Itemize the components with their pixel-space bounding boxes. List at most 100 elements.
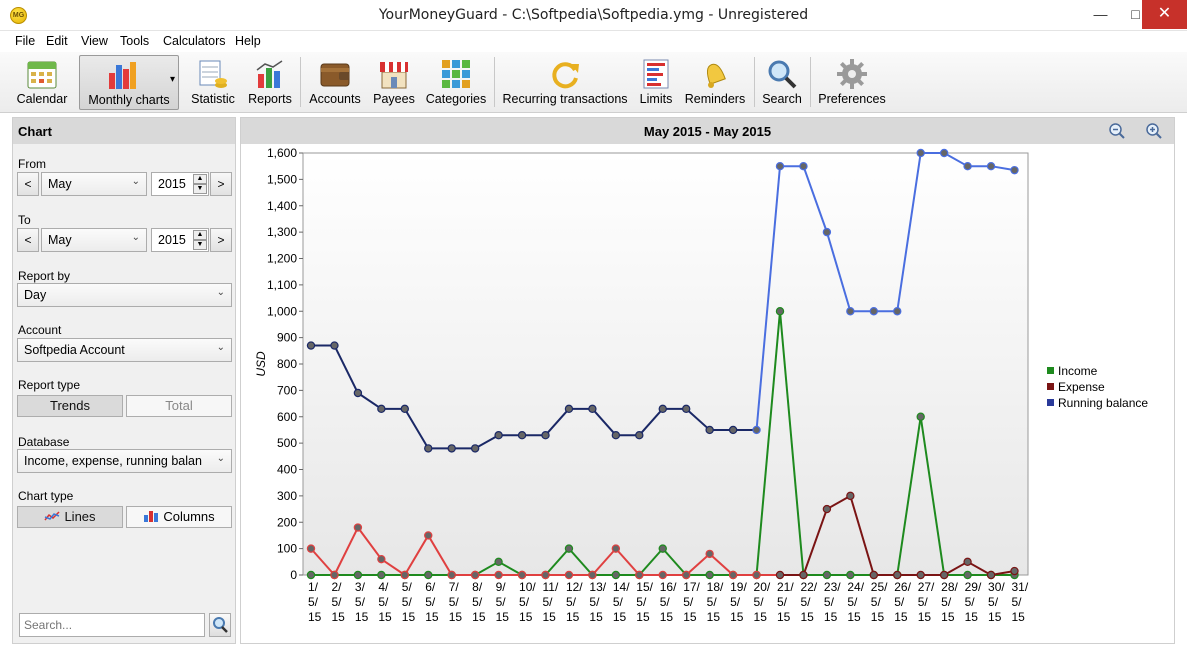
limits-button[interactable]: Limits — [634, 55, 678, 110]
decrement-icon[interactable]: ▼ — [193, 184, 207, 194]
expense-line-segment — [708, 553, 734, 576]
running-balance-line-segment — [474, 434, 500, 450]
legend-label: Income — [1058, 364, 1098, 378]
payees-button[interactable]: Payees — [370, 55, 418, 110]
expense-point — [494, 570, 503, 580]
to-month-select[interactable]: May ⌄ — [41, 228, 147, 252]
running-balance-line-segment — [755, 166, 781, 431]
zoom-in-icon[interactable] — [1145, 122, 1163, 140]
bar-chart-icon — [109, 62, 136, 89]
y-tick-label: 1,100 — [267, 278, 297, 292]
accounts-button[interactable]: Accounts — [306, 55, 364, 110]
reports-button[interactable]: Reports — [244, 55, 296, 110]
report-type-trends-button[interactable]: Trends — [17, 395, 123, 417]
increment-icon[interactable]: ▲ — [193, 174, 207, 184]
decrement-icon[interactable]: ▼ — [193, 240, 207, 250]
x-tick-label: 12/5/15 — [566, 580, 583, 624]
expense-point — [728, 570, 738, 580]
zoom-out-icon[interactable] — [1108, 122, 1126, 140]
running-balance-point — [658, 404, 667, 414]
plot-background — [302, 152, 1029, 576]
expense-line-segment — [310, 547, 336, 576]
x-tick-label: 5/5/15 — [402, 580, 416, 624]
running-balance-line-segment — [638, 408, 664, 436]
search-go-button[interactable] — [209, 613, 231, 637]
expense-point — [541, 570, 550, 580]
menu-calculators[interactable]: Calculators — [163, 34, 226, 48]
chart-type-columns-label: Columns — [163, 509, 215, 524]
x-tick-label: 6/5/15 — [425, 580, 439, 624]
categories-button[interactable]: Categories — [423, 55, 489, 110]
to-year-stepper[interactable]: 2015 ▲ ▼ — [151, 228, 209, 252]
refresh-icon — [552, 62, 579, 89]
income-point — [775, 307, 785, 316]
running-balance-point — [799, 161, 808, 171]
reminders-button[interactable]: Reminders — [684, 55, 746, 110]
window-title: YourMoneyGuard - C:\Softpedia\Softpedia.… — [378, 7, 809, 23]
running-balance-point — [611, 431, 621, 440]
column-chart-icon — [144, 511, 159, 522]
x-tick-label: 18/5/15 — [707, 580, 724, 624]
expense-point — [1010, 566, 1019, 576]
from-next-button[interactable]: > — [210, 172, 232, 196]
running-balance-point — [682, 404, 691, 414]
income-point — [306, 570, 316, 580]
account-select[interactable]: Softpedia Account ⌄ — [17, 338, 232, 362]
x-tick-label: 26/5/15 — [894, 580, 911, 624]
income-line-segment — [474, 560, 500, 576]
from-month-select[interactable]: May ⌄ — [41, 172, 147, 196]
limits-label: Limits — [639, 92, 673, 106]
income-point — [353, 570, 363, 580]
payees-label: Payees — [373, 92, 415, 106]
menu-view[interactable]: View — [81, 34, 108, 48]
close-button[interactable]: ✕ — [1142, 0, 1187, 29]
running-balance-line-segment — [357, 392, 382, 410]
y-tick-label: 1,300 — [267, 225, 297, 239]
report-by-select[interactable]: Day ⌄ — [17, 283, 232, 307]
monthly-charts-button[interactable]: ▾ Monthly charts — [79, 55, 179, 110]
minimize-button[interactable]: — — [1093, 6, 1108, 22]
x-tick-label: 24/5/15 — [847, 580, 864, 624]
expense-point — [447, 570, 456, 580]
database-select[interactable]: Income, expense, running balan ⌄ — [17, 449, 232, 473]
expense-point — [400, 570, 409, 580]
chevron-down-icon[interactable]: ▾ — [169, 74, 175, 85]
menu-tools[interactable]: Tools — [120, 34, 150, 48]
maximize-button[interactable]: □ — [1131, 6, 1140, 22]
menu-file[interactable]: File — [15, 34, 36, 48]
running-balance-point — [893, 307, 902, 316]
increment-icon[interactable]: ▲ — [193, 230, 207, 240]
to-prev-button[interactable]: < — [17, 228, 39, 252]
x-tick-label: 21/5/15 — [777, 580, 794, 624]
chevron-down-icon: ⌄ — [216, 342, 225, 353]
menu-help[interactable]: Help — [235, 34, 261, 48]
legend-swatch — [1047, 383, 1054, 390]
recurring-transactions-button[interactable]: Recurring transactions — [502, 55, 628, 110]
y-tick-label: 1,200 — [267, 252, 297, 266]
legend-label: Running balance — [1058, 396, 1148, 410]
statistic-button[interactable]: Statistic — [186, 55, 240, 110]
expense-point — [869, 570, 879, 580]
expense-line-segment — [849, 495, 875, 576]
preferences-button[interactable]: Preferences — [816, 55, 888, 110]
income-line-segment — [896, 416, 922, 576]
from-year-stepper[interactable]: 2015 ▲ ▼ — [151, 172, 209, 196]
expense-point — [916, 570, 925, 580]
line-chart-icon — [44, 511, 60, 521]
running-balance-point — [377, 404, 386, 414]
chart-type-lines-button[interactable]: Lines — [17, 506, 123, 528]
to-next-button[interactable]: > — [210, 228, 232, 252]
chart-type-columns-button[interactable]: Columns — [126, 506, 232, 528]
expense-point — [564, 570, 574, 580]
search-button[interactable]: Search — [760, 55, 804, 110]
x-tick-label: 11/5/15 — [543, 580, 559, 624]
search-input[interactable] — [19, 613, 205, 637]
menu-edit[interactable]: Edit — [46, 34, 68, 48]
running-balance-point — [986, 161, 996, 171]
report-type-total-button[interactable]: Total — [126, 395, 232, 417]
y-tick-label: 900 — [277, 331, 297, 345]
account-value: Softpedia Account — [24, 343, 125, 357]
from-prev-button[interactable]: < — [17, 172, 39, 196]
calendar-button[interactable]: Calendar — [12, 55, 72, 110]
shop-icon — [380, 62, 408, 89]
